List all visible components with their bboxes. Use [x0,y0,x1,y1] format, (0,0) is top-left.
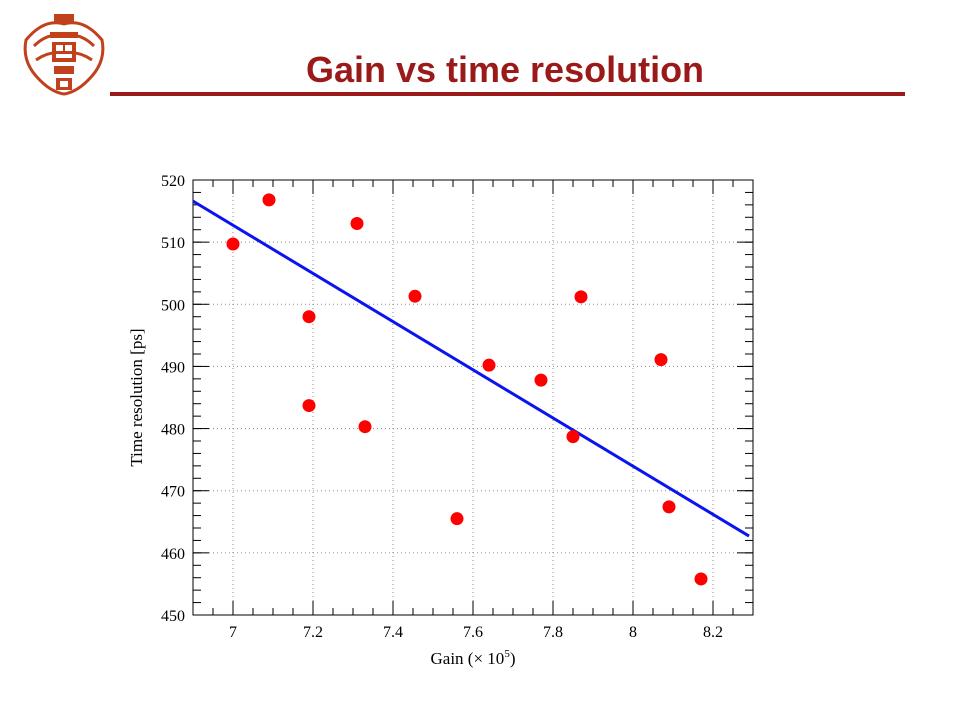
x-tick-label: 7.2 [303,624,323,641]
tick-labels: 7 7.2 7.4 7.6 7.8 8 8.2 450 460 470 480 490 500 510 52… [161,173,723,641]
data-point [654,353,668,367]
axis-ticks [192,179,754,616]
data-point [358,420,372,434]
plot-frame [192,179,754,616]
fit-line [192,199,750,538]
data-point [694,572,708,586]
university-crest-icon [23,14,105,96]
data-point [566,430,580,444]
data-points [226,193,708,586]
data-point [534,373,548,387]
y-axis-title: Time resolution [ps] [127,328,146,466]
title-underline [110,92,905,96]
data-point [482,358,496,372]
data-point [262,193,276,207]
x-tick-label: 7 [229,624,237,641]
slide-title: Gain vs time resolution [305,49,705,90]
grid-lines [193,179,753,616]
data-point [350,217,364,230]
x-tick-label: 8 [629,624,637,641]
y-tick-label: 480 [161,422,185,439]
data-point [450,512,464,526]
y-tick-label: 470 [161,484,185,501]
y-tick-label: 450 [161,608,185,625]
x-tick-label: 7.8 [543,624,563,641]
y-tick-label: 510 [161,235,185,252]
x-tick-label: 7.6 [463,624,483,641]
x-axis-title: Gain (× 105) [431,648,516,668]
data-point [662,500,676,514]
y-tick-label: 460 [161,546,185,563]
x-tick-label: 8.2 [703,624,723,641]
data-point [574,290,588,304]
data-point [226,237,240,251]
data-point [302,399,316,413]
y-tick-label: 490 [161,359,185,376]
data-point [408,289,422,303]
y-tick-label: 500 [161,297,185,314]
data-point [302,310,316,324]
x-tick-label: 7.4 [383,624,403,641]
y-tick-label: 520 [161,173,185,190]
